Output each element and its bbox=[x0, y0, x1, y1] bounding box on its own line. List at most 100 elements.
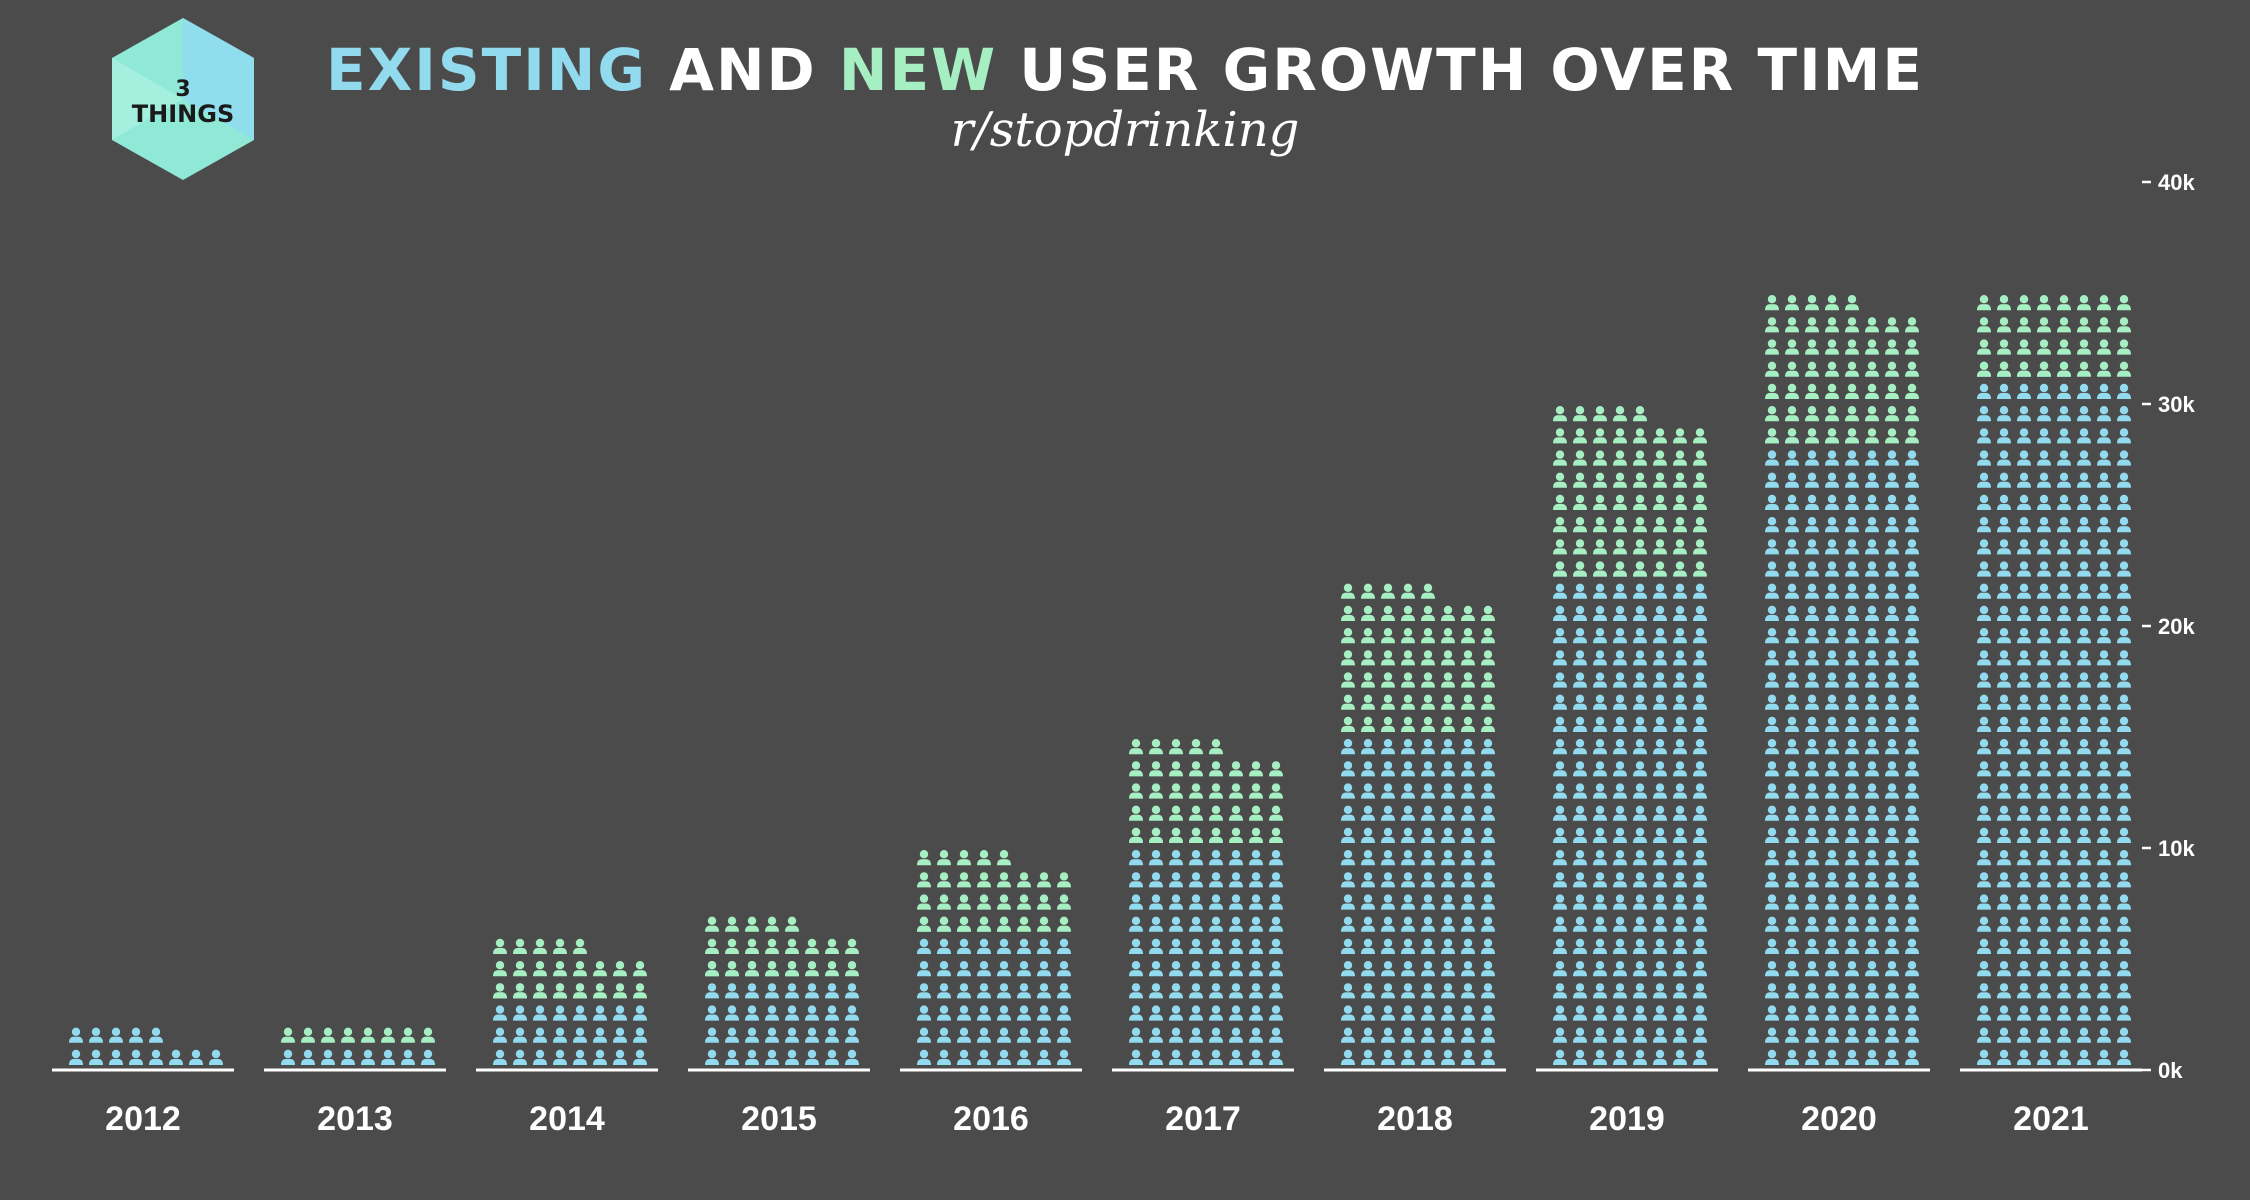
person-icon-existing bbox=[1461, 983, 1475, 999]
person-icon-existing bbox=[1765, 761, 1779, 777]
person-icon-existing bbox=[1341, 783, 1355, 799]
x-tick-label: 2014 bbox=[529, 1100, 605, 1138]
person-icon-existing bbox=[2037, 1027, 2051, 1043]
person-icon-existing bbox=[1441, 1005, 1455, 1021]
person-icon-existing bbox=[1785, 694, 1799, 710]
person-icon-existing bbox=[1481, 850, 1495, 866]
person-icon-existing bbox=[1593, 739, 1607, 755]
person-icon-existing bbox=[1865, 872, 1879, 888]
person-icon-new bbox=[2057, 361, 2071, 377]
person-icon-new bbox=[1825, 428, 1839, 444]
person-icon-existing bbox=[1461, 961, 1475, 977]
person-icon-existing bbox=[2117, 827, 2131, 843]
person-icon-new bbox=[1461, 694, 1475, 710]
person-icon-existing bbox=[1381, 761, 1395, 777]
person-icon-existing bbox=[1553, 1005, 1567, 1021]
person-icon-existing bbox=[2097, 894, 2111, 910]
person-icon-existing bbox=[2117, 428, 2131, 444]
person-icon-new bbox=[2017, 295, 2031, 311]
person-icon-existing bbox=[2077, 1005, 2091, 1021]
person-icon-existing bbox=[1865, 827, 1879, 843]
person-icon-new bbox=[1129, 783, 1143, 799]
person-icon-existing bbox=[1573, 672, 1587, 688]
person-icon-existing bbox=[2037, 739, 2051, 755]
person-icon-new bbox=[573, 961, 587, 977]
person-icon-existing bbox=[1977, 916, 1991, 932]
person-icon-existing bbox=[957, 1049, 971, 1065]
person-icon-existing bbox=[2057, 983, 2071, 999]
person-icon-existing bbox=[1865, 561, 1879, 577]
person-icon-existing bbox=[1653, 628, 1667, 644]
person-icon-existing bbox=[785, 1049, 799, 1065]
person-icon-new bbox=[1593, 472, 1607, 488]
person-icon-new bbox=[1613, 450, 1627, 466]
person-icon-new bbox=[2117, 317, 2131, 333]
person-icon-existing bbox=[977, 961, 991, 977]
person-icon-existing bbox=[1977, 583, 1991, 599]
person-icon-existing bbox=[1997, 517, 2011, 533]
person-icon-new bbox=[1229, 783, 1243, 799]
person-icon-existing bbox=[2057, 694, 2071, 710]
person-icon-existing bbox=[2077, 783, 2091, 799]
person-icon-existing bbox=[2057, 406, 2071, 422]
person-icon-existing bbox=[1421, 961, 1435, 977]
person-icon-existing bbox=[2097, 983, 2111, 999]
person-icon-existing bbox=[1673, 628, 1687, 644]
person-icon-existing bbox=[1633, 961, 1647, 977]
person-icon-new bbox=[1653, 428, 1667, 444]
person-icon-existing bbox=[2037, 827, 2051, 843]
x-tick-label: 2012 bbox=[105, 1100, 181, 1138]
person-icon-existing bbox=[1593, 1049, 1607, 1065]
person-icon-existing bbox=[1673, 605, 1687, 621]
person-icon-new bbox=[1461, 628, 1475, 644]
person-icon-existing bbox=[2097, 916, 2111, 932]
person-icon-existing bbox=[2037, 850, 2051, 866]
person-icon-existing bbox=[2117, 406, 2131, 422]
person-icon-existing bbox=[1209, 961, 1223, 977]
person-icon-existing bbox=[2037, 938, 2051, 954]
person-icon-existing bbox=[1977, 894, 1991, 910]
person-icon-existing bbox=[1845, 1027, 1859, 1043]
person-icon-existing bbox=[2117, 605, 2131, 621]
bar-group-2019 bbox=[1553, 406, 1707, 1065]
person-icon-existing bbox=[1997, 872, 2011, 888]
person-icon-existing bbox=[1673, 716, 1687, 732]
person-icon-existing bbox=[1825, 605, 1839, 621]
person-icon-new bbox=[1341, 694, 1355, 710]
person-icon-existing bbox=[1633, 783, 1647, 799]
person-icon-existing bbox=[1229, 894, 1243, 910]
person-icon-existing bbox=[1421, 916, 1435, 932]
person-icon-existing bbox=[1785, 672, 1799, 688]
person-icon-new bbox=[1593, 428, 1607, 444]
person-icon-existing bbox=[1593, 827, 1607, 843]
person-icon-existing bbox=[2117, 1027, 2131, 1043]
person-icon-existing bbox=[2037, 805, 2051, 821]
person-icon-new bbox=[1129, 805, 1143, 821]
person-icon-existing bbox=[2017, 805, 2031, 821]
person-icon-new bbox=[513, 961, 527, 977]
person-icon-new bbox=[765, 938, 779, 954]
person-icon-new bbox=[1613, 561, 1627, 577]
person-icon-existing bbox=[1381, 961, 1395, 977]
person-icon-new bbox=[1441, 628, 1455, 644]
person-icon-existing bbox=[1805, 539, 1819, 555]
person-icon-new bbox=[1673, 561, 1687, 577]
person-icon-existing bbox=[1805, 605, 1819, 621]
person-icon-existing bbox=[1673, 1049, 1687, 1065]
person-icon-existing bbox=[1249, 916, 1263, 932]
person-icon-existing bbox=[1441, 938, 1455, 954]
person-icon-existing bbox=[2017, 872, 2031, 888]
person-icon-new bbox=[1149, 761, 1163, 777]
person-icon-existing bbox=[1481, 805, 1495, 821]
person-icon-new bbox=[1613, 472, 1627, 488]
person-icon-existing bbox=[1765, 961, 1779, 977]
person-icon-new bbox=[725, 961, 739, 977]
person-icon-existing bbox=[2057, 739, 2071, 755]
person-icon-existing bbox=[1785, 628, 1799, 644]
person-icon-new bbox=[1361, 605, 1375, 621]
person-icon-existing bbox=[2117, 494, 2131, 510]
person-icon-existing bbox=[1885, 694, 1899, 710]
person-icon-existing bbox=[2117, 983, 2131, 999]
person-icon-existing bbox=[1593, 694, 1607, 710]
person-icon-existing bbox=[1249, 872, 1263, 888]
